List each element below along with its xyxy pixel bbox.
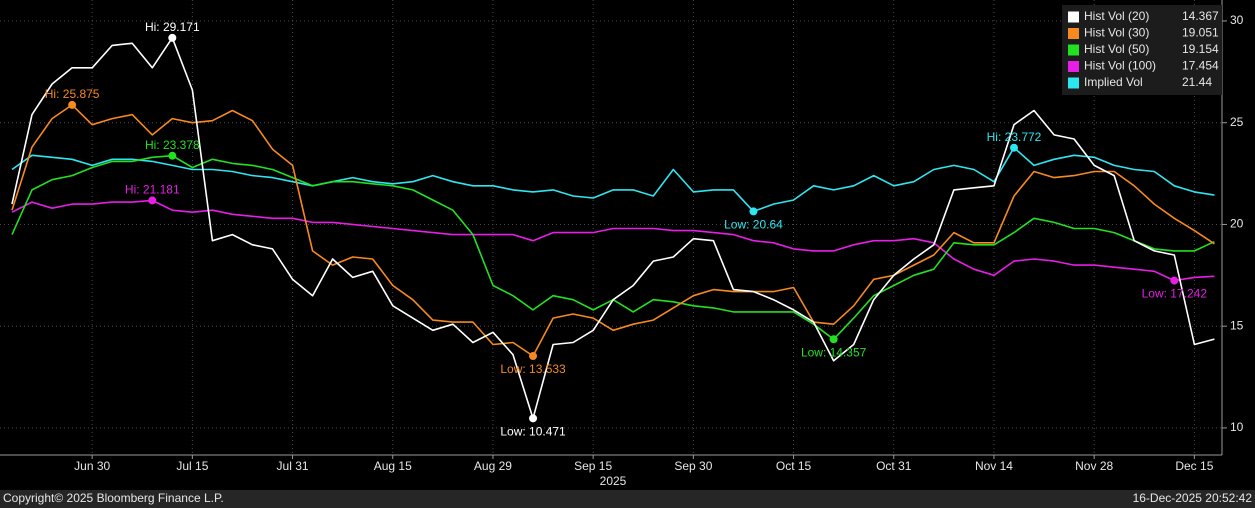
copyright: Copyright© 2025 Bloomberg Finance L.P. [3, 491, 224, 505]
extreme-label: Low: 10.471 [500, 425, 566, 439]
x-tick-label: Sep 15 [574, 459, 612, 473]
legend-value: 14.367 [1182, 9, 1219, 23]
annotations: Low: 20.64 Hi: 23.772 Hi: 21.181 Low: 17.24… [45, 20, 1208, 439]
extreme-marker [749, 207, 758, 216]
extreme-marker [1170, 276, 1179, 285]
y-tick-label: 25 [1230, 115, 1244, 129]
legend-label: Hist Vol (50) [1084, 42, 1149, 56]
legend-box [1062, 5, 1222, 95]
legend: Hist Vol (20) 14.367 Hist Vol (30) 19.051 Hi… [1062, 5, 1222, 95]
x-tick-label: Aug 15 [374, 459, 412, 473]
x-tick-label: Oct 31 [876, 459, 912, 473]
legend-swatch [1068, 77, 1079, 89]
legend-value: 19.154 [1182, 42, 1219, 56]
legend-value: 17.454 [1182, 59, 1219, 73]
series-line [11, 199, 1215, 282]
extreme-marker [829, 335, 838, 344]
extreme-marker [148, 196, 157, 205]
x-tick-label: Dec 15 [1175, 459, 1213, 473]
extreme-marker [529, 352, 538, 361]
lines [11, 37, 1215, 420]
extreme-label: Low: 20.64 [724, 218, 783, 232]
extreme-marker [168, 33, 177, 42]
x-tick-label: Jul 31 [277, 459, 309, 473]
extreme-marker [168, 151, 177, 160]
legend-value: 19.051 [1182, 26, 1219, 40]
series-line [11, 104, 1215, 357]
extreme-marker [1010, 143, 1018, 152]
y-tick-label: 15 [1230, 318, 1244, 332]
extreme-label: Low: 13.533 [500, 362, 566, 376]
extreme-marker [529, 414, 538, 423]
legend-swatch [1068, 11, 1079, 23]
x-tick-label: Oct 15 [776, 459, 812, 473]
y-tick-label: 30 [1230, 13, 1244, 27]
x-tick-label: Sep 30 [674, 459, 712, 473]
extreme-marker [68, 100, 77, 109]
x-tick-label: Jun 30 [74, 459, 110, 473]
legend-label: Hist Vol (100) [1084, 59, 1156, 73]
legend-swatch [1068, 44, 1079, 56]
x-tick-label: Aug 29 [474, 459, 512, 473]
legend-swatch [1068, 28, 1079, 39]
x-tick-label: Nov 28 [1075, 459, 1113, 473]
extreme-label: Hi: 29.171 [145, 20, 200, 34]
timestamp: 16-Dec-2025 20:52:42 [1133, 491, 1253, 505]
x-tick-label: Jul 15 [176, 459, 208, 473]
footer-bar [0, 490, 1255, 508]
x-axis-label: 2025 [600, 474, 627, 488]
extreme-label: Hi: 21.181 [125, 183, 180, 197]
extreme-label: Low: 17.242 [1142, 287, 1208, 301]
legend-label: Implied Vol [1084, 75, 1143, 89]
extreme-label: Hi: 23.772 [987, 130, 1042, 144]
legend-value: 21.44 [1182, 75, 1212, 89]
extreme-label: Hi: 25.875 [45, 87, 100, 101]
legend-swatch [1068, 61, 1079, 72]
y-tick-label: 20 [1230, 217, 1244, 231]
legend-label: Hist Vol (20) [1084, 9, 1149, 23]
extreme-label: Low: 14.357 [801, 345, 867, 359]
extreme-label: Hi: 23.378 [145, 138, 200, 152]
x-tick-label: Nov 14 [975, 459, 1013, 473]
y-tick-label: 10 [1230, 420, 1244, 434]
legend-label: Hist Vol (30) [1084, 26, 1149, 40]
series-line [11, 37, 1215, 420]
